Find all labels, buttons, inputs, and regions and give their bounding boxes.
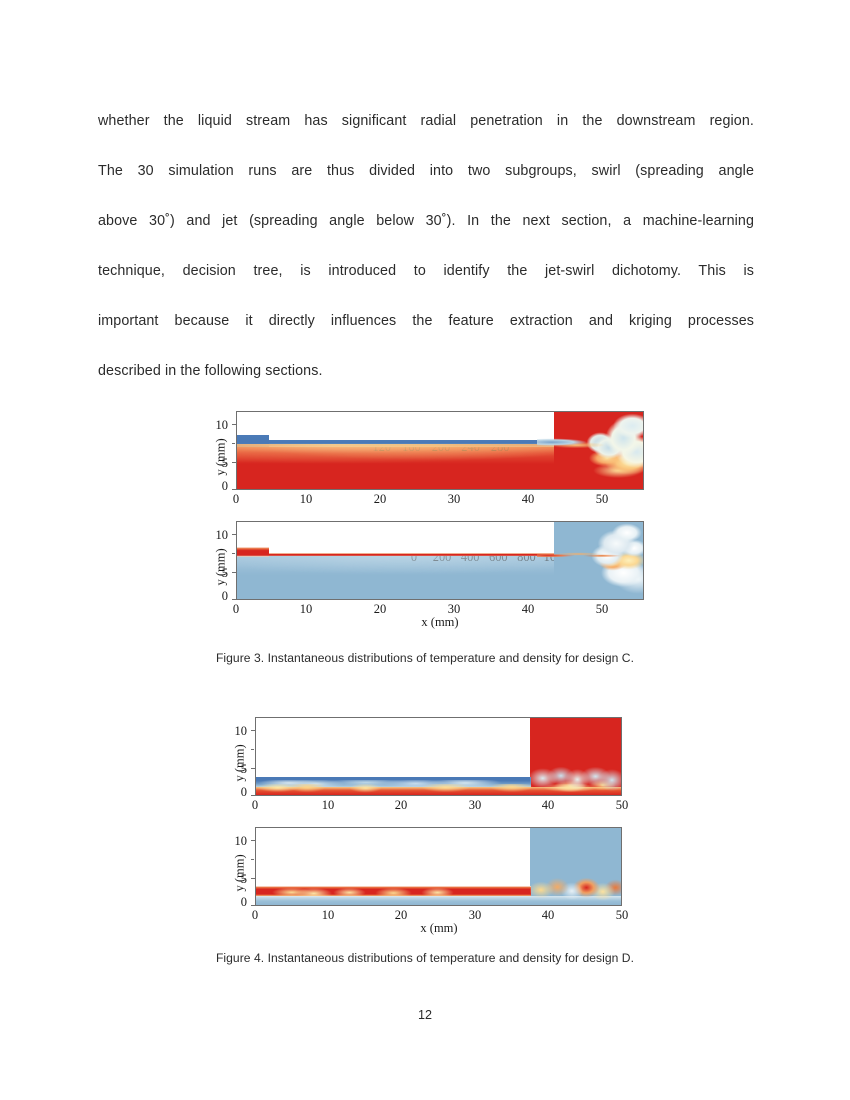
density-field-jet-breakup <box>537 549 627 561</box>
figure-4-temperature-y-tickmark-0 <box>251 795 256 796</box>
temperature-field-inlet-cold <box>237 435 270 447</box>
text-line-2: The 30 simulation runs are thus divided … <box>98 163 754 179</box>
figure-4-density-plot-area <box>255 827 622 906</box>
figure-4-temperature-y-tick-10: 10 <box>234 724 248 738</box>
temperature-field-breakup-neck <box>537 437 619 450</box>
figure-4-temperature-x-tick-20: 20 <box>394 798 408 812</box>
figure-4-density-x-tick-30: 30 <box>468 908 482 922</box>
figure-3-temperature-y-tick-0: 0 <box>221 479 228 493</box>
temperature-field-mixing-layer <box>237 444 556 465</box>
figure-4-temperature-plot-area <box>255 717 622 796</box>
figure-3-density-y-tickmark-0 <box>232 599 237 600</box>
text-line-5: important because it directly influences… <box>98 313 754 329</box>
figure-3-temperature-plot-area <box>236 411 644 490</box>
figure-4-caption: Figure 4. Instantaneous distributions of… <box>215 951 634 965</box>
temperature-field-turbulent-plume <box>554 412 643 489</box>
figure-4: y (mm) 10 5 0 0 10 20 30 40 50 T (K) 120… <box>0 0 850 965</box>
figure-3-density-x-tick-0: 0 <box>232 602 240 616</box>
figure-3-temperature-x-tick-50: 50 <box>595 492 609 506</box>
figure-4-temperature-y-tick-0: 0 <box>240 785 247 799</box>
figure-4-temperature-y-tickmark-10 <box>251 730 256 731</box>
temperature-field-outside-domain <box>256 718 531 777</box>
figure-3-density-x-tick-50: 50 <box>595 602 609 616</box>
density-field-turbulent-plume <box>530 875 621 905</box>
figure-4-density-y-tick-10: 10 <box>234 834 248 848</box>
temperature-field-turbulent-plume <box>530 764 621 795</box>
figure-4-density-x-tick-40: 40 <box>541 908 555 922</box>
figure-4-temperature-x-tick-40: 40 <box>541 798 555 812</box>
page-number: 12 <box>417 1008 432 1022</box>
figure-3-temperature-x-tick-20: 20 <box>373 492 387 506</box>
figure-3-density-x-tick-40: 40 <box>521 602 535 616</box>
figure-4-density-x-tick-10: 10 <box>321 908 335 922</box>
figure-3-density-x-tick-20: 20 <box>373 602 387 616</box>
figure-4-temperature-x-tick-0: 0 <box>251 798 259 812</box>
figure-3-temperature-y-tick-10: 10 <box>215 418 229 432</box>
figure-3-temperature-y-tickmark-7 <box>232 443 235 444</box>
figure-3-temperature-y-tick-5: 5 <box>221 456 228 470</box>
temperature-field-flame-structures <box>256 784 621 794</box>
figure-4-density-x-tick-50: 50 <box>615 908 629 922</box>
figure-4-density-y-tickmark-0 <box>251 905 256 906</box>
figure-3-density-y-tick-0: 0 <box>221 589 228 603</box>
figure-4-density-y-tickmark-5 <box>251 878 256 879</box>
body-text-block: whether the liquid stream has significan… <box>98 96 754 396</box>
figure-3-density-x-tick-10: 10 <box>299 602 313 616</box>
figure-3-density-y-tickmark-5 <box>232 572 237 573</box>
temperature-field-cold-sheet <box>237 439 556 447</box>
figure-3-temperature-y-tickmark-0 <box>232 489 237 490</box>
figure-3-temperature-x-tick-0: 0 <box>232 492 240 506</box>
density-field-interface-waves <box>256 888 532 899</box>
figure-3-temperature-y-tickmark-5 <box>232 462 237 463</box>
figure-4-temperature-y-tick-5: 5 <box>240 762 247 776</box>
figure-3-temperature-y-tickmark-10 <box>232 424 237 425</box>
figure-3-temperature-x-tick-10: 10 <box>299 492 313 506</box>
figure-4-temperature-y-tickmark-7 <box>251 749 254 750</box>
figure-3-density-y-tick-5: 5 <box>221 566 228 580</box>
figure-3-density-plot-area <box>236 521 644 600</box>
density-field-wall-layer <box>256 895 621 905</box>
density-field-inlet-liquid <box>237 547 269 557</box>
text-line-4: technique, decision tree, is introduced … <box>98 263 754 279</box>
figure-3-density-x-tick-30: 30 <box>447 602 461 616</box>
figure-4-temperature-x-tick-30: 30 <box>468 798 482 812</box>
figure-4-density-x-tick-0: 0 <box>251 908 259 922</box>
figure-4-density-x-axis-label: x (mm) <box>420 921 458 935</box>
figure-3-density-x-axis-label: x (mm) <box>421 615 459 629</box>
figure-4-temperature-y-tickmark-5 <box>251 768 256 769</box>
density-field-outside-domain <box>256 828 531 886</box>
figure-4-density-y-tickmark-10 <box>251 840 256 841</box>
figure-3-density-y-tick-10: 10 <box>215 528 229 542</box>
figure-3-temperature-x-tick-40: 40 <box>521 492 535 506</box>
text-line-3: above 30˚) and jet (spreading angle belo… <box>98 213 754 229</box>
text-line-6: described in the following sections. <box>98 363 323 379</box>
figure-4-density-x-tick-20: 20 <box>394 908 408 922</box>
text-line-1: whether the liquid stream has significan… <box>98 113 754 129</box>
density-field-outside-domain <box>237 522 555 555</box>
density-field-liquid-sheet <box>237 553 556 557</box>
figure-4-density-y-tick-5: 5 <box>240 872 247 886</box>
density-field-turbulent-plume <box>554 522 643 599</box>
figure-4-density-y-tick-0: 0 <box>240 895 247 909</box>
figure-4-temperature-x-tick-10: 10 <box>321 798 335 812</box>
figure-3-caption: Figure 3. Instantaneous distributions of… <box>215 651 634 665</box>
figure-3-density-y-tickmark-7 <box>232 553 235 554</box>
figure-4-density-y-tickmark-7 <box>251 859 254 860</box>
figure-4-temperature-x-tick-50: 50 <box>615 798 629 812</box>
figure-3-density-y-tickmark-10 <box>232 534 237 535</box>
figure-3: y (mm) 10 5 0 0 10 20 30 40 50 T (K) 12 <box>0 0 850 665</box>
paragraph-continuation: whether the liquid stream has significan… <box>98 96 754 396</box>
figure-3-temperature-x-tick-30: 30 <box>447 492 461 506</box>
